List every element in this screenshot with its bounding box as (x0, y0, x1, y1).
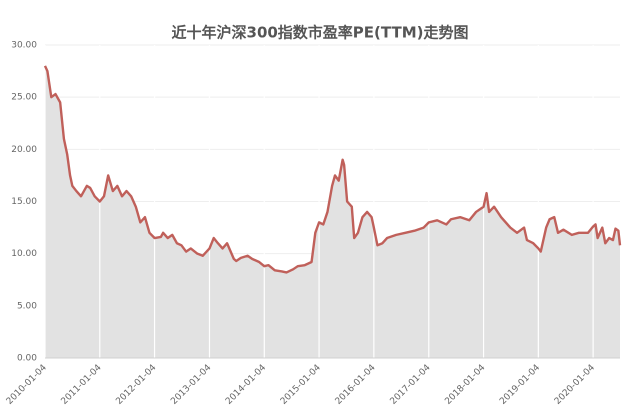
x-tick-label: 2011-01-04 (60, 363, 104, 407)
x-tick-label: 2013-01-04 (169, 363, 213, 407)
y-tick-label: 10.00 (11, 249, 37, 259)
x-tick-label: 2017-01-04 (389, 363, 433, 407)
x-tick-label: 2015-01-04 (279, 363, 323, 407)
y-tick-label: 20.00 (11, 145, 37, 155)
x-tick-label: 2019-01-04 (498, 363, 542, 407)
x-tick-label: 2012-01-04 (114, 363, 158, 407)
chart-title: 近十年沪深300指数市盈率PE(TTM)走势图 (172, 24, 469, 42)
area-fill (45, 65, 620, 358)
x-tick-label: 2014-01-04 (224, 363, 268, 407)
y-tick-label: 15.00 (11, 197, 37, 207)
pe-line (43, 65, 622, 274)
x-tick-label: 2018-01-04 (443, 363, 487, 407)
y-tick-label: 5.00 (17, 301, 37, 311)
y-tick-label: 30.00 (11, 41, 37, 51)
x-tick-label: 2010-01-04 (5, 363, 49, 407)
x-tick-label: 2016-01-04 (334, 363, 378, 407)
y-tick-label: 0.00 (17, 354, 37, 364)
x-tick-label: 2020-01-04 (553, 363, 597, 407)
y-tick-label: 25.00 (11, 93, 37, 103)
